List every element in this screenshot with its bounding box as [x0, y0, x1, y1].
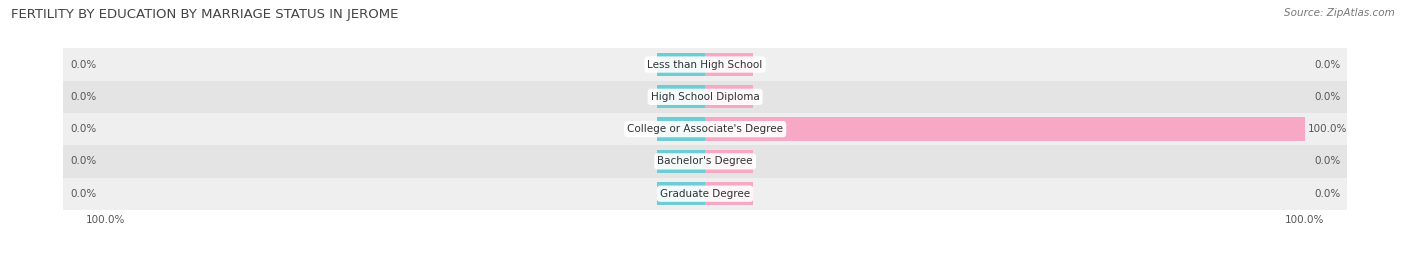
Text: 0.0%: 0.0% [1315, 59, 1340, 70]
Text: High School Diploma: High School Diploma [651, 92, 759, 102]
Text: 100.0%: 100.0% [1308, 124, 1347, 134]
Bar [63, 48, 1347, 81]
Text: Bachelor's Degree: Bachelor's Degree [658, 156, 752, 167]
Bar [657, 182, 704, 205]
Text: Graduate Degree: Graduate Degree [659, 189, 751, 199]
Bar [63, 113, 1347, 145]
Bar [63, 81, 1347, 113]
Bar [704, 150, 754, 173]
Text: 0.0%: 0.0% [70, 189, 96, 199]
Text: 0.0%: 0.0% [1315, 156, 1340, 167]
Text: 0.0%: 0.0% [70, 156, 96, 167]
Text: 0.0%: 0.0% [70, 59, 96, 70]
Bar [63, 178, 1347, 210]
Bar [704, 182, 754, 205]
Bar [63, 145, 1347, 178]
Text: College or Associate's Degree: College or Associate's Degree [627, 124, 783, 134]
Text: Source: ZipAtlas.com: Source: ZipAtlas.com [1284, 8, 1395, 18]
Text: 0.0%: 0.0% [1315, 92, 1340, 102]
Bar [704, 85, 754, 108]
Text: Less than High School: Less than High School [648, 59, 762, 70]
Text: 0.0%: 0.0% [70, 124, 96, 134]
Bar [657, 118, 704, 141]
Bar [657, 53, 704, 76]
Bar [704, 118, 1305, 141]
Bar [704, 53, 754, 76]
Bar [657, 85, 704, 108]
Text: 0.0%: 0.0% [70, 92, 96, 102]
Text: 0.0%: 0.0% [1315, 189, 1340, 199]
Text: FERTILITY BY EDUCATION BY MARRIAGE STATUS IN JEROME: FERTILITY BY EDUCATION BY MARRIAGE STATU… [11, 8, 399, 21]
Bar [657, 150, 704, 173]
